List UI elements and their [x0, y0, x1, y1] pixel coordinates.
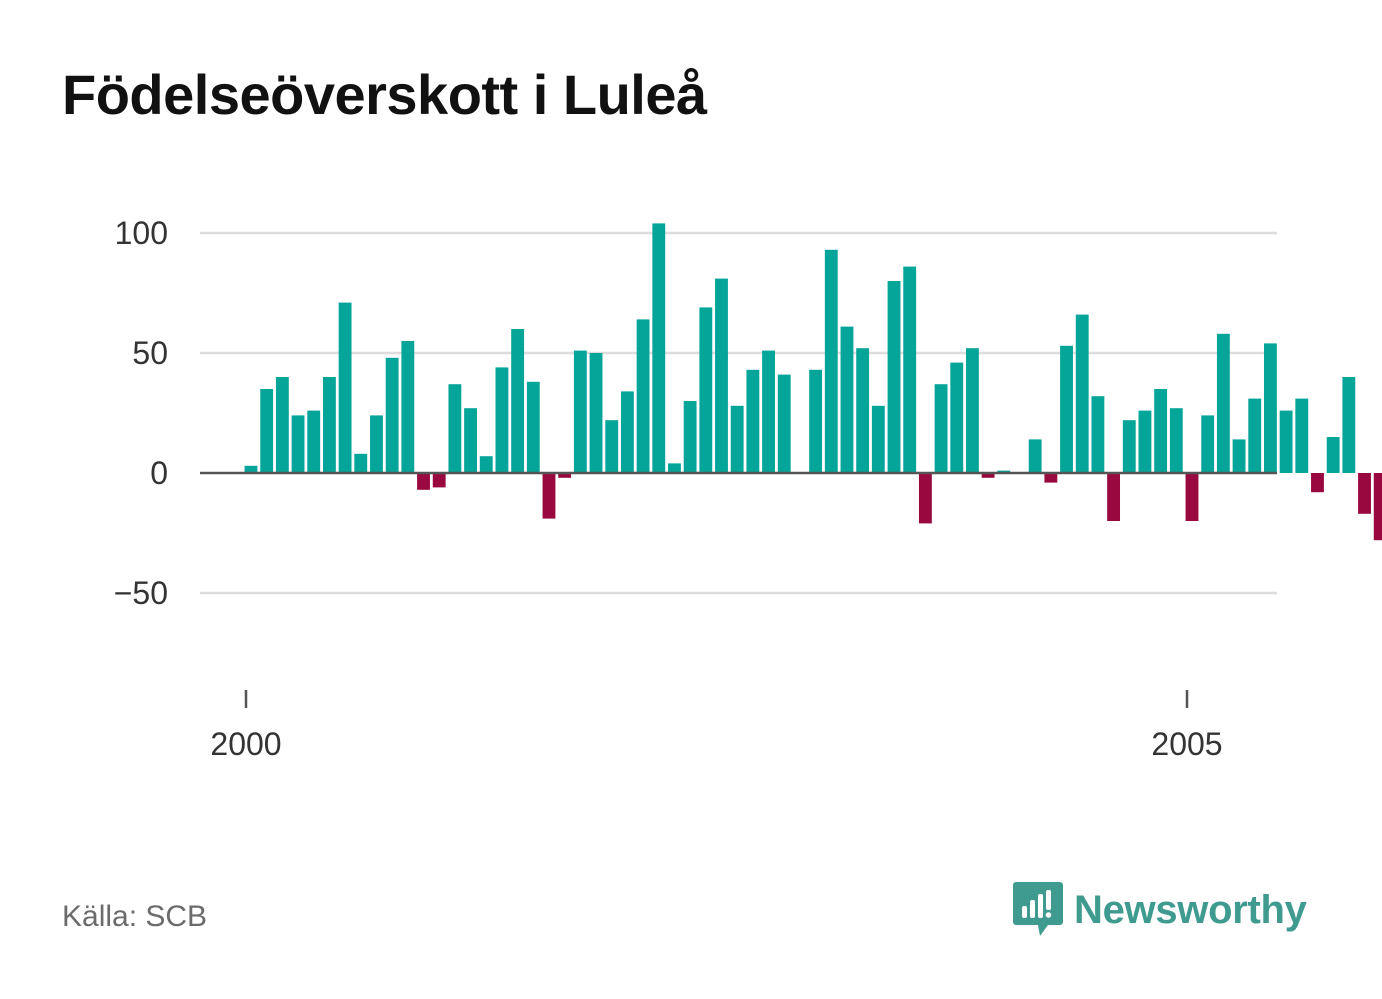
- bar: [950, 362, 964, 473]
- bar: [526, 381, 540, 473]
- bar: [840, 326, 854, 473]
- y-tick-label: 0: [150, 455, 168, 491]
- bar: [1122, 420, 1136, 473]
- bar: [918, 473, 932, 524]
- bar: [966, 348, 979, 473]
- bars: [244, 223, 1382, 541]
- bar: [1279, 410, 1293, 473]
- bar: [464, 408, 477, 473]
- bar: [903, 266, 917, 473]
- bar: [244, 465, 258, 473]
- bar: [1185, 473, 1199, 521]
- bar: [589, 353, 603, 473]
- bar: [715, 278, 728, 473]
- bar: [1169, 408, 1183, 473]
- bar: [1248, 398, 1262, 473]
- bar: [620, 391, 634, 473]
- bar: [307, 410, 321, 473]
- bar: [1342, 377, 1356, 473]
- bar: [699, 307, 713, 473]
- y-tick-label: −50: [114, 575, 168, 611]
- bar: [1326, 437, 1340, 473]
- bar: [385, 357, 399, 473]
- axes: [200, 471, 1277, 708]
- y-tick-label: 50: [132, 335, 168, 371]
- bar: [322, 377, 336, 473]
- y-tick-label: 100: [115, 215, 168, 251]
- bar: [1060, 345, 1073, 473]
- bar: [981, 473, 995, 478]
- bar: [730, 405, 744, 473]
- bar: [1232, 439, 1246, 473]
- bar: [495, 367, 509, 473]
- bar: [275, 377, 289, 473]
- bar: [1311, 473, 1324, 493]
- bar: [887, 281, 901, 473]
- bar: [354, 453, 368, 473]
- bar: [1044, 473, 1058, 483]
- bar: [652, 223, 666, 473]
- chart-title: Födelseöverskott i Luleå: [62, 63, 707, 126]
- bar: [683, 401, 697, 473]
- bar: [636, 319, 650, 473]
- bar: [777, 374, 791, 473]
- bar: [558, 473, 572, 478]
- bar: [260, 389, 274, 473]
- brand-name: Newsworthy: [1074, 887, 1307, 932]
- bar: [573, 350, 587, 473]
- bar: [746, 369, 760, 473]
- bar: [1028, 439, 1042, 473]
- bar: [1373, 473, 1382, 541]
- bar: [401, 341, 415, 473]
- bar: [605, 420, 619, 473]
- bar: [1075, 314, 1089, 473]
- newsworthy-logo-icon: [1013, 882, 1063, 936]
- bar: [1263, 343, 1277, 473]
- bar: [1107, 473, 1121, 521]
- bar: [417, 473, 430, 490]
- x-tick-label: 2000: [210, 726, 281, 762]
- bar: [448, 384, 462, 473]
- bar: [542, 473, 556, 519]
- bar: [1358, 473, 1371, 514]
- bar: [1201, 415, 1215, 473]
- bar: [871, 405, 885, 473]
- bar: [432, 473, 446, 488]
- bar: [1138, 410, 1152, 473]
- bar: [762, 350, 775, 473]
- bar: [511, 329, 525, 473]
- bar: [824, 249, 838, 473]
- gridlines: [200, 231, 1277, 595]
- bar: [479, 456, 493, 473]
- bar: [668, 463, 681, 473]
- x-tick-label: 2005: [1151, 726, 1222, 762]
- bar: [809, 369, 823, 473]
- brand[interactable]: Newsworthy: [1012, 880, 1307, 940]
- bar: [856, 348, 870, 473]
- bar: [291, 415, 305, 473]
- bar: [1154, 389, 1168, 473]
- source-note: Källa: SCB: [62, 900, 208, 933]
- bar: [370, 415, 383, 473]
- bar: [1091, 396, 1105, 473]
- bar: [1216, 333, 1230, 473]
- bar: [338, 302, 352, 473]
- bar: [934, 384, 948, 473]
- bar: [1295, 398, 1309, 473]
